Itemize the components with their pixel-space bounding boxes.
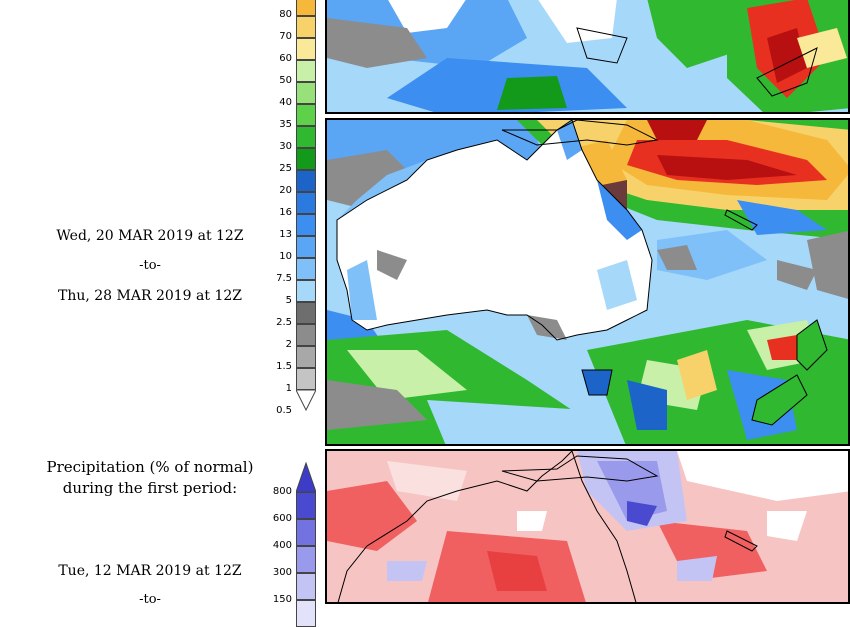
pct-title-line2: during the first period:	[62, 479, 238, 497]
precip-scale-swatch	[296, 104, 316, 126]
precip-colorbar	[296, 0, 316, 420]
precip-map-2-image	[327, 120, 848, 444]
precip-scale-swatch	[296, 236, 316, 258]
precip-scale-swatch	[296, 60, 316, 82]
pct-scale-swatch	[296, 519, 316, 546]
precip-scale-tick-label: 80	[279, 9, 292, 20]
precip-map-panel-2	[325, 118, 850, 446]
precip-scale-tick-label: 16	[279, 207, 292, 218]
precip-map-1-image	[327, 0, 848, 112]
precip-scale-tick-label: 70	[279, 31, 292, 42]
pct-title-line1: Precipitation (% of normal)	[46, 458, 254, 476]
pct-normal-map-panel	[325, 449, 850, 604]
precip-scale-tick-label: 2	[285, 339, 292, 350]
precip-scale-tick-label: 0.5	[276, 405, 292, 416]
precip-scale-swatch	[296, 346, 316, 368]
precip-scale-swatch	[296, 258, 316, 280]
precip-scale-swatch	[296, 126, 316, 148]
precip-scale-tick-label: 10	[279, 251, 292, 262]
pct-colorbar	[296, 462, 316, 627]
period1-end: Thu, 28 MAR 2019 at 12Z	[57, 288, 243, 304]
pct-scale-tick-label: 600	[272, 513, 292, 524]
precip-scale-swatch	[296, 280, 316, 302]
precip-scale-swatch	[296, 16, 316, 38]
pct-scale-top-triangle	[296, 462, 316, 492]
precip-map-panel-1	[325, 0, 850, 114]
precip-scale-swatch	[296, 170, 316, 192]
precip-scale-swatch	[296, 368, 316, 390]
pct-scale-tick-label: 800	[272, 486, 292, 497]
precip-scale-swatch	[296, 0, 316, 16]
pct-scale-swatch	[296, 492, 316, 519]
precip-scale-tick-label: 1	[285, 383, 292, 394]
pct-scale-swatch	[296, 573, 316, 600]
precip-scale-tick-label: 20	[279, 185, 292, 196]
pct-normal-map-image	[327, 451, 848, 602]
precip-scale-tick-label: 40	[279, 97, 292, 108]
precip-scale-swatch	[296, 214, 316, 236]
precip-tick-labels: 80 70 60 50 40 35 30 25 20 16 13 10 7.5 5 2.5 2 1.5 1 0.5	[250, 0, 292, 420]
precip-scale-tick-label: 13	[279, 229, 292, 240]
pct-tick-labels: 800 600 400 300 150	[250, 462, 292, 605]
precip-scale-tick-label: 30	[279, 141, 292, 152]
pct-scale-swatch	[296, 600, 316, 627]
period1-start: Wed, 20 MAR 2019 at 12Z	[56, 228, 244, 244]
precip-scale-swatch	[296, 324, 316, 346]
period2-start: Tue, 12 MAR 2019 at 12Z	[58, 563, 242, 579]
period1-to: -to-	[139, 258, 161, 273]
precip-scale-tick-label: 50	[279, 75, 292, 86]
pct-scale-tick-label: 300	[272, 567, 292, 578]
precip-scale-swatch	[296, 82, 316, 104]
precip-scale-tick-label: 25	[279, 163, 292, 174]
precip-scale-swatch	[296, 148, 316, 170]
precip-scale-tick-label: 60	[279, 53, 292, 64]
precip-scale-tick-label: 35	[279, 119, 292, 130]
precip-scale-tick-label: 2.5	[276, 317, 292, 328]
precip-scale-swatch	[296, 192, 316, 214]
precip-scale-swatch	[296, 302, 316, 324]
pct-scale-tick-label: 400	[272, 540, 292, 551]
precip-scale-tick-label: 5	[285, 295, 292, 306]
precip-scale-tick-label: 7.5	[276, 273, 292, 284]
pct-scale-swatch	[296, 546, 316, 573]
precip-scale-tick-label: 1.5	[276, 361, 292, 372]
precip-scale-swatch	[296, 38, 316, 60]
precip-scale-end-triangle	[296, 390, 316, 412]
